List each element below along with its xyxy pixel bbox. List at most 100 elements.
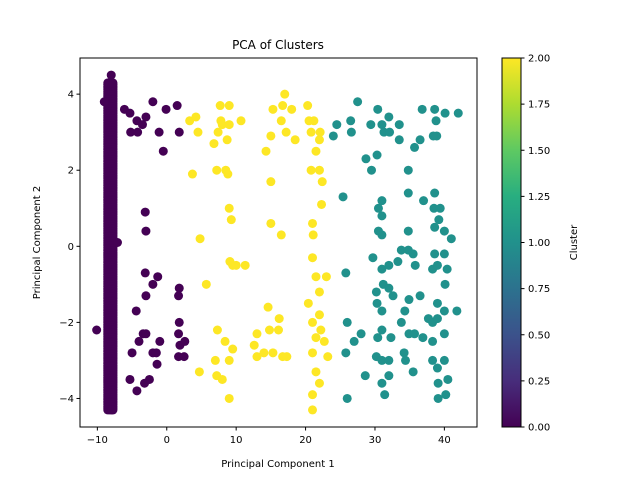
data-point: [314, 165, 324, 175]
data-point: [127, 348, 137, 358]
data-point: [314, 310, 324, 320]
data-point: [380, 390, 390, 400]
data-point: [433, 378, 443, 388]
y-axis-ticks: −4 −2 0 2 4: [59, 90, 80, 405]
data-point: [308, 405, 318, 415]
data-point: [306, 127, 316, 137]
data-point: [148, 97, 158, 107]
data-point: [373, 333, 383, 343]
data-point: [154, 127, 164, 137]
data-point: [172, 101, 182, 111]
data-point: [439, 329, 449, 339]
data-point: [155, 336, 165, 346]
colorbar-tick-label: 0.75: [528, 284, 550, 295]
data-point: [224, 355, 234, 365]
data-point: [140, 268, 150, 278]
data-point: [440, 279, 450, 289]
data-point: [161, 104, 171, 114]
data-point: [431, 116, 441, 126]
data-point: [377, 120, 387, 130]
scatter-points: [92, 70, 463, 415]
data-point: [217, 120, 227, 130]
data-point: [311, 146, 321, 156]
data-point: [410, 329, 420, 339]
data-point: [274, 314, 284, 324]
x-tick-label: 20: [299, 435, 312, 446]
data-point: [193, 127, 203, 137]
data-point: [249, 340, 259, 350]
data-point: [252, 329, 262, 339]
data-point: [373, 203, 383, 213]
data-point: [332, 120, 342, 130]
data-point: [266, 218, 276, 228]
data-point: [403, 188, 413, 198]
data-point: [453, 108, 463, 118]
data-point: [410, 142, 420, 152]
y-tick-label: −2: [59, 318, 74, 329]
data-point: [439, 355, 449, 365]
data-point: [377, 211, 387, 221]
y-axis-label: Principal Component 2: [32, 186, 43, 299]
data-point: [314, 135, 324, 145]
colorbar-tick-label: 1.50: [528, 146, 550, 157]
data-point: [259, 348, 269, 358]
data-point: [209, 139, 219, 149]
x-axis-ticks: −10 0 10 20 30 40: [87, 427, 451, 446]
data-point: [174, 291, 184, 301]
data-point: [408, 249, 418, 259]
data-point: [432, 363, 442, 373]
data-point: [446, 234, 456, 244]
data-point: [236, 116, 246, 126]
data-point: [372, 298, 382, 308]
data-point: [215, 101, 225, 111]
data-point: [281, 127, 291, 137]
data-point: [108, 78, 118, 88]
data-point: [308, 218, 318, 228]
data-point: [428, 355, 438, 365]
data-point: [418, 333, 428, 343]
data-point: [311, 272, 321, 282]
data-point: [417, 104, 427, 114]
data-point: [264, 325, 274, 335]
data-point: [278, 352, 288, 362]
data-point: [388, 291, 398, 301]
colorbar-gradient: [502, 58, 521, 427]
y-tick-label: 4: [68, 90, 74, 101]
data-point: [112, 238, 122, 247]
data-point: [226, 215, 236, 225]
data-point: [403, 226, 413, 236]
x-tick-label: 40: [438, 435, 451, 446]
data-point: [224, 120, 234, 130]
data-point: [321, 272, 331, 282]
data-point: [308, 348, 318, 358]
colorbar-tick-label: 2.00: [528, 54, 550, 65]
data-point: [308, 253, 318, 263]
data-point: [452, 306, 462, 316]
data-point: [404, 295, 414, 305]
data-point: [153, 272, 163, 282]
data-point: [309, 116, 319, 126]
data-point: [306, 165, 316, 175]
data-point: [373, 104, 383, 114]
data-point: [314, 287, 324, 297]
data-point: [319, 336, 329, 346]
data-point: [323, 352, 333, 362]
data-point: [174, 283, 184, 293]
data-point: [439, 306, 449, 316]
data-point: [148, 279, 158, 289]
data-point: [435, 203, 445, 213]
data-point: [384, 355, 394, 365]
data-point: [394, 135, 404, 145]
data-point: [276, 230, 286, 240]
data-point: [107, 405, 117, 415]
data-point: [377, 355, 387, 365]
data-point: [224, 101, 234, 111]
data-point: [400, 306, 410, 316]
data-point: [315, 127, 325, 137]
data-point: [434, 215, 444, 225]
data-point: [268, 348, 278, 358]
data-point: [360, 371, 370, 381]
data-point: [92, 325, 102, 335]
data-point: [401, 355, 411, 365]
